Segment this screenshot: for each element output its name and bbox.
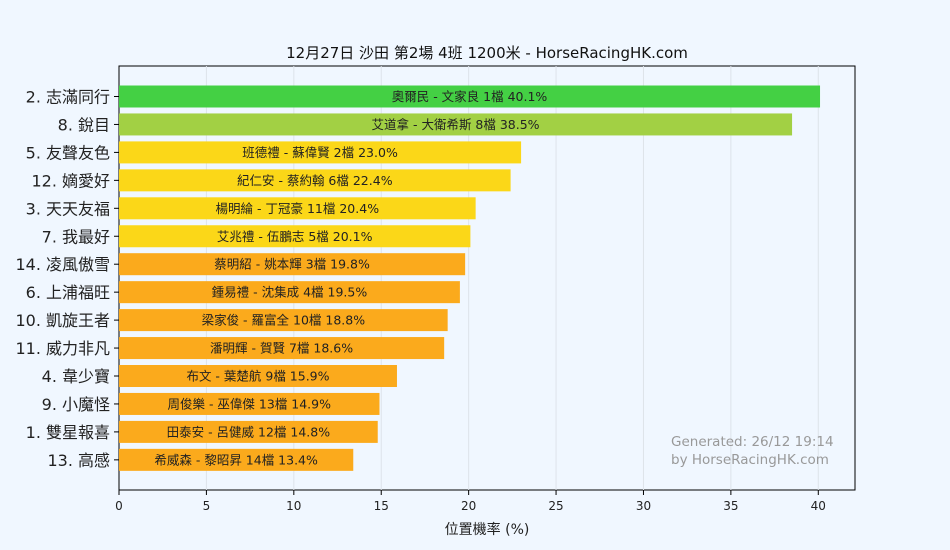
bar-label: 潘明輝 - 賀賢 7檔 18.6% [210,341,353,356]
bar-label: 奧爾民 - 文家良 1檔 40.1% [392,89,548,104]
x-tick-label: 0 [115,499,123,513]
x-tick-label: 20 [461,499,476,513]
y-tick-label: 6. 上浦福旺 [26,283,110,302]
y-tick-label: 10. 凱旋王者 [15,311,110,330]
x-tick-label: 30 [636,499,651,513]
y-tick-label: 12. 嫡愛好 [31,171,110,190]
plot-area [118,65,856,491]
y-tick-label: 5. 友聲友色 [26,143,110,162]
y-tick-label: 8. 銳目 [58,115,110,134]
y-tick-label: 7. 我最好 [42,227,110,246]
bar-label: 紀仁安 - 蔡約翰 6檔 22.4% [237,173,393,188]
y-tick-label: 3. 天天友福 [26,199,110,218]
bar [119,448,354,471]
bar-label: 班德禮 - 蘇偉賢 2檔 23.0% [242,145,398,160]
generated-timestamp: Generated: 26/12 19:14 [671,434,834,450]
bar [119,392,380,415]
bar-label: 艾道拿 - 大衛希斯 8檔 38.5% [371,117,539,132]
bar-label: 蔡明紹 - 姚本輝 3檔 19.8% [214,257,370,272]
x-tick-label: 5 [203,499,211,513]
bar-label: 梁家俊 - 羅富全 10檔 18.8% [202,313,366,328]
chart-title: 12月27日 沙田 第2場 4班 1200米 - HorseRacingHK.c… [286,44,688,62]
bar [119,281,460,304]
bar [119,141,522,164]
y-tick-label: 9. 小魔怪 [42,395,110,414]
y-tick-label: 14. 凌風傲雪 [15,255,110,274]
x-tick-label: 10 [286,499,301,513]
bar [119,337,445,360]
bar-label: 田泰安 - 呂健威 12檔 14.8% [167,424,331,439]
bar [119,197,476,220]
bar [119,309,448,332]
bar-label: 希威森 - 黎昭昇 14檔 13.4% [154,452,318,467]
y-tick-label: 4. 韋少寶 [42,367,110,386]
bar [119,113,793,136]
y-tick-label: 11. 威力非凡 [15,339,110,358]
bar-label: 楊明綸 - 丁冠豪 11檔 20.4% [216,201,380,216]
bar [119,253,466,276]
bar-label: 艾兆禮 - 伍鵬志 5檔 20.1% [217,229,373,244]
bar [119,420,378,443]
x-tick-label: 40 [811,499,826,513]
bar-label: 布文 - 葉楚航 9檔 15.9% [186,369,329,384]
bar-label: 鍾易禮 - 沈集成 4檔 19.5% [212,285,368,300]
x-tick-label: 35 [723,499,738,513]
x-tick-label: 15 [374,499,389,513]
y-tick-label: 2. 志滿同行 [26,88,110,107]
y-tick-label: 1. 雙星報喜 [26,423,110,442]
bar [119,365,397,387]
generated-by: by HorseRacingHK.com [671,452,829,468]
bar [119,225,471,248]
x-axis-label: 位置機率 (%) [445,521,530,538]
bar [119,169,511,192]
x-tick-label: 25 [548,499,563,513]
y-tick-label: 13. 高感 [47,451,110,470]
bar [119,85,821,108]
bar-label: 周俊樂 - 巫偉傑 13檔 14.9% [167,396,331,411]
